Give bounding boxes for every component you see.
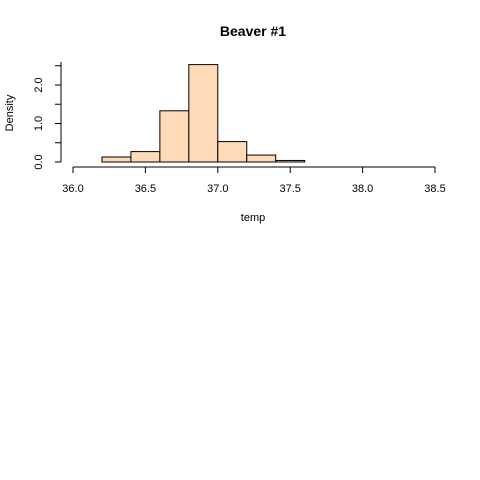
histogram-bar [159,110,190,163]
histogram-bar [130,151,161,163]
histogram-bar [246,154,277,163]
y-tick-label: 2.0 [33,77,45,92]
x-tick-label: 37.5 [279,183,300,195]
histogram-bar [188,64,219,163]
y-axis: 0.0 1.0 2.0 [33,61,62,170]
y-axis-label: Density [4,94,16,131]
chart-title: Beaver #1 [220,23,286,39]
histogram-bar [101,156,132,163]
y-tick-label: 0.0 [33,154,45,169]
x-tick-label: 38.0 [352,183,373,195]
histogram-bar [275,159,306,163]
y-tick-label: 1.0 [33,116,45,131]
x-tick-label: 37.0 [207,183,228,195]
x-tick-label: 36.0 [62,183,83,195]
histogram-bar [217,141,248,163]
x-axis: 36.0 36.5 37.0 37.5 38.0 38.5 [62,166,446,195]
bars-group [101,64,306,163]
x-tick-label: 38.5 [424,183,445,195]
x-tick-label: 36.5 [135,183,156,195]
x-axis-label: temp [241,212,265,224]
